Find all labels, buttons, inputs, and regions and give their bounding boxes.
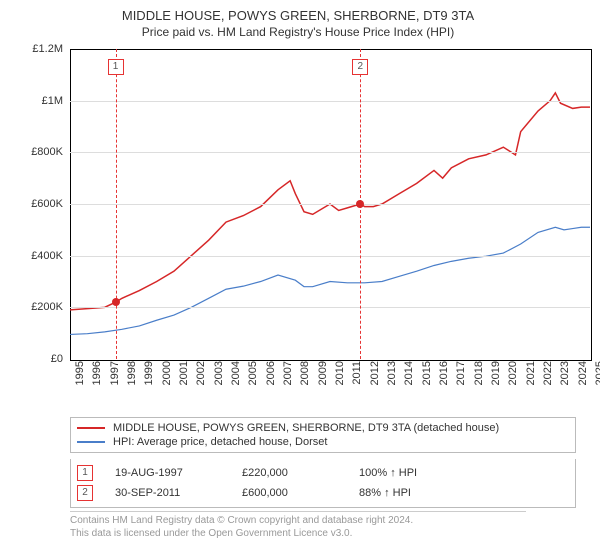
sale-price: £600,000 <box>242 487 337 499</box>
x-axis-label: 2024 <box>577 361 589 401</box>
y-axis-label: £600K <box>8 198 63 210</box>
series-property <box>70 93 590 310</box>
sale-vline <box>116 49 117 359</box>
sale-row: 1 19-AUG-1997 £220,000 100% ↑ HPI <box>77 463 569 483</box>
y-axis-label: £200K <box>8 301 63 313</box>
x-axis-label: 2002 <box>195 361 207 401</box>
x-axis-label: 2001 <box>178 361 190 401</box>
sale-hpi: 88% ↑ HPI <box>359 487 439 499</box>
legend-row: HPI: Average price, detached house, Dors… <box>77 435 569 449</box>
sale-price: £220,000 <box>242 467 337 479</box>
x-axis-label: 2004 <box>230 361 242 401</box>
chart-subtitle: Price paid vs. HM Land Registry's House … <box>8 25 588 39</box>
x-axis-label: 2008 <box>299 361 311 401</box>
gridline <box>70 101 590 102</box>
x-axis-label: 1999 <box>143 361 155 401</box>
legend-label: HPI: Average price, detached house, Dors… <box>113 436 327 448</box>
x-axis-label: 2019 <box>490 361 502 401</box>
sale-date: 30-SEP-2011 <box>115 487 220 499</box>
sale-id-box: 2 <box>77 485 93 501</box>
x-axis-label: 2010 <box>334 361 346 401</box>
footer-line-2: This data is licensed under the Open Gov… <box>70 527 576 540</box>
x-axis-label: 2000 <box>161 361 173 401</box>
gridline <box>70 204 590 205</box>
sale-marker-box: 1 <box>108 59 124 75</box>
x-axis-label: 2025 <box>594 361 600 401</box>
legend-label: MIDDLE HOUSE, POWYS GREEN, SHERBORNE, DT… <box>113 422 499 434</box>
x-axis-label: 2011 <box>351 361 363 401</box>
sale-dot <box>112 298 120 306</box>
x-axis-label: 2012 <box>369 361 381 401</box>
legend-row: MIDDLE HOUSE, POWYS GREEN, SHERBORNE, DT… <box>77 421 569 435</box>
y-axis-label: £0 <box>8 353 63 365</box>
sales-table: 1 19-AUG-1997 £220,000 100% ↑ HPI 2 30-SEP-20… <box>70 459 576 508</box>
sale-marker-box: 2 <box>352 59 368 75</box>
x-axis-label: 2006 <box>265 361 277 401</box>
x-axis-label: 2018 <box>473 361 485 401</box>
x-axis-label: 2005 <box>247 361 259 401</box>
series-hpi <box>70 227 590 334</box>
gridline <box>70 256 590 257</box>
x-axis-label: 2015 <box>421 361 433 401</box>
legend-swatch <box>77 441 105 443</box>
separator <box>70 511 526 512</box>
y-axis-label: £400K <box>8 250 63 262</box>
sale-hpi: 100% ↑ HPI <box>359 467 439 479</box>
x-axis-label: 2022 <box>542 361 554 401</box>
x-axis-label: 2020 <box>507 361 519 401</box>
x-axis-label: 2023 <box>559 361 571 401</box>
x-axis-label: 2016 <box>438 361 450 401</box>
x-axis-label: 2017 <box>455 361 467 401</box>
sale-row: 2 30-SEP-2011 £600,000 88% ↑ HPI <box>77 483 569 503</box>
x-axis-label: 1998 <box>126 361 138 401</box>
gridline <box>70 152 590 153</box>
gridline <box>70 307 590 308</box>
y-axis-label: £1.2M <box>8 43 63 55</box>
footer-line-1: Contains HM Land Registry data © Crown c… <box>70 514 576 527</box>
legend-swatch <box>77 427 105 429</box>
chart-title: MIDDLE HOUSE, POWYS GREEN, SHERBORNE, DT… <box>8 8 588 23</box>
chart-area: £0£200K£400K£600K£800K£1M£1.2M1995199619… <box>38 45 598 415</box>
legend: MIDDLE HOUSE, POWYS GREEN, SHERBORNE, DT… <box>70 417 576 453</box>
x-axis-label: 1997 <box>109 361 121 401</box>
footer-text: Contains HM Land Registry data © Crown c… <box>70 514 576 540</box>
sale-date: 19-AUG-1997 <box>115 467 220 479</box>
y-axis-label: £1M <box>8 95 63 107</box>
chart-container: MIDDLE HOUSE, POWYS GREEN, SHERBORNE, DT… <box>0 0 600 560</box>
x-axis-label: 2009 <box>317 361 329 401</box>
y-axis-label: £800K <box>8 146 63 158</box>
x-axis-label: 2007 <box>282 361 294 401</box>
x-axis-label: 1996 <box>91 361 103 401</box>
x-axis-label: 2013 <box>386 361 398 401</box>
x-axis-label: 2021 <box>525 361 537 401</box>
sale-id-box: 1 <box>77 465 93 481</box>
x-axis-label: 2014 <box>403 361 415 401</box>
x-axis-label: 1995 <box>74 361 86 401</box>
x-axis-label: 2003 <box>213 361 225 401</box>
